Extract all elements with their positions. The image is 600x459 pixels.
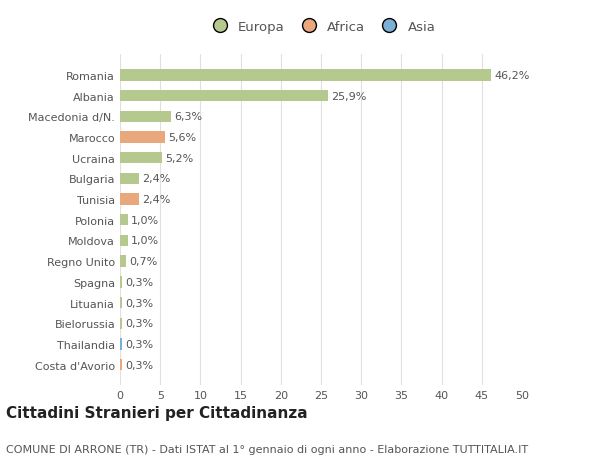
Text: 6,3%: 6,3% (174, 112, 202, 122)
Bar (120, 174, 139, 185)
Bar (120, 112, 170, 123)
Text: 5,2%: 5,2% (165, 153, 193, 163)
Text: 0,3%: 0,3% (125, 298, 154, 308)
Legend: Europa, Africa, Asia: Europa, Africa, Asia (201, 16, 441, 39)
Bar (120, 297, 122, 308)
Bar (120, 339, 122, 350)
Text: 25,9%: 25,9% (331, 91, 367, 101)
Text: 5,6%: 5,6% (168, 133, 196, 143)
Bar (120, 256, 125, 267)
Bar (120, 215, 128, 226)
Bar (120, 277, 122, 288)
Text: Cittadini Stranieri per Cittadinanza: Cittadini Stranieri per Cittadinanza (6, 405, 308, 420)
Bar (120, 153, 162, 164)
Bar (120, 132, 165, 143)
Text: 0,3%: 0,3% (125, 360, 154, 370)
Text: 0,7%: 0,7% (129, 257, 157, 267)
Text: 2,4%: 2,4% (143, 174, 171, 184)
Bar (120, 359, 122, 370)
Text: 0,3%: 0,3% (125, 339, 154, 349)
Text: 2,4%: 2,4% (143, 195, 171, 205)
Text: 1,0%: 1,0% (131, 215, 160, 225)
Bar (120, 194, 139, 205)
Bar (120, 70, 491, 81)
Bar (120, 235, 128, 246)
Text: 0,3%: 0,3% (125, 319, 154, 329)
Text: 1,0%: 1,0% (131, 236, 160, 246)
Text: COMUNE DI ARRONE (TR) - Dati ISTAT al 1° gennaio di ogni anno - Elaborazione TUT: COMUNE DI ARRONE (TR) - Dati ISTAT al 1°… (6, 444, 528, 454)
Bar (120, 91, 328, 102)
Text: 0,3%: 0,3% (125, 277, 154, 287)
Bar (120, 318, 122, 329)
Text: 46,2%: 46,2% (494, 71, 530, 81)
